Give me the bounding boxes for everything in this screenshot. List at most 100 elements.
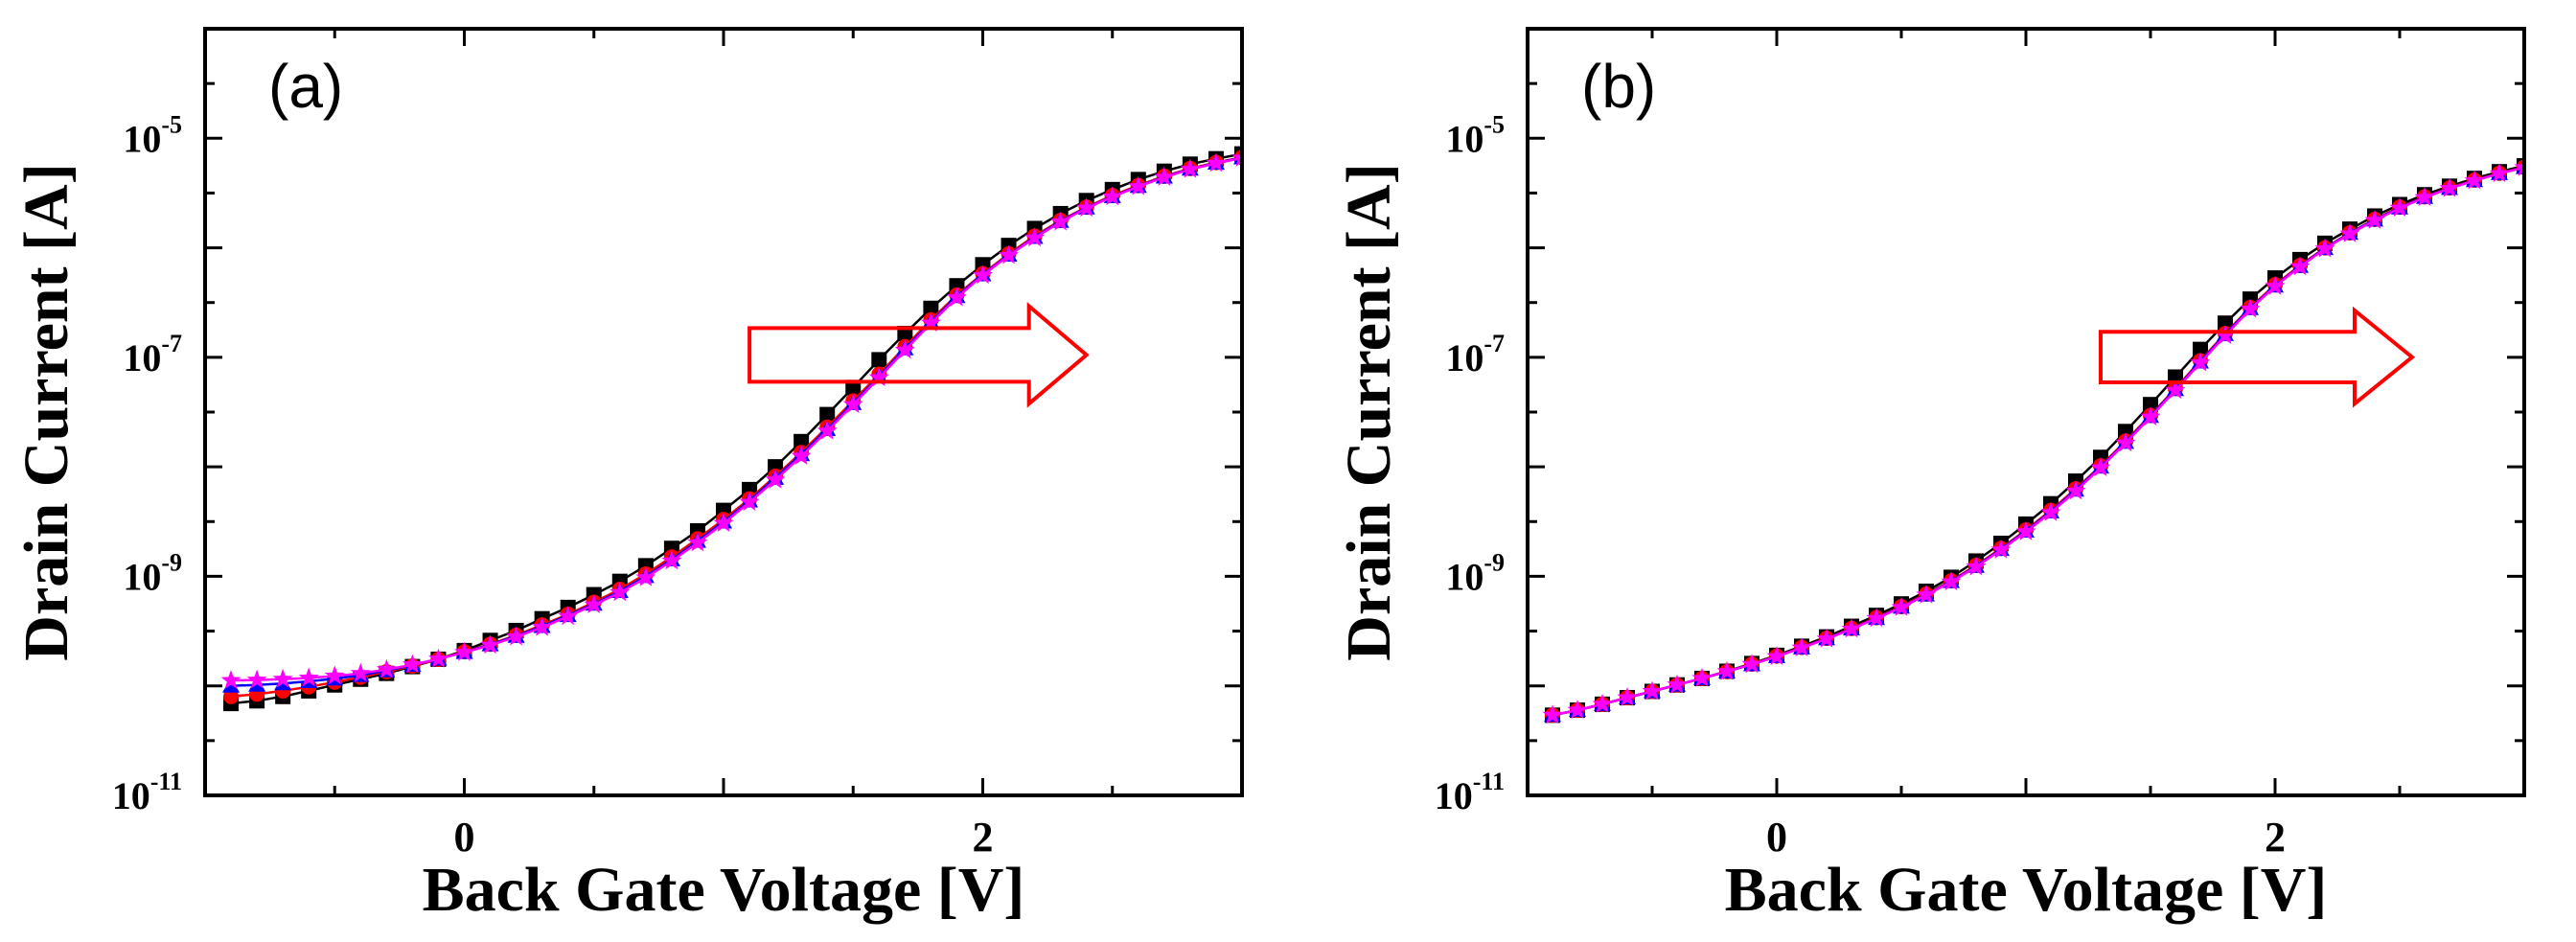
data-point-star [584,594,605,613]
data-point-star [1076,197,1097,218]
data-point-star [506,626,527,646]
y-tick-label: 10-9 [1445,548,1505,598]
shift-arrow-annotation [2099,306,2416,408]
series-line-0 [230,152,1242,705]
data-point-star [1866,608,1887,628]
data-point-star [220,670,242,689]
y-tick-label-base: 10 [1445,336,1484,379]
x-tick-label: 0 [1766,814,1787,861]
data-point-star [324,665,345,685]
data-point-star [272,668,293,688]
x-tick-label: 2 [973,814,994,861]
y-tick-label: 10-7 [123,330,182,379]
data-point-star [947,287,967,307]
data-point-star [2265,275,2286,295]
data-point-star [2090,457,2111,476]
data-point-star [1841,618,1862,638]
data-point-star [1154,167,1175,186]
data-point-star [999,244,1019,264]
panel-a-plot-frame [203,27,1244,797]
data-point-star [1891,596,1912,616]
panel-a-y-axis-title: Drain Current [A] [12,163,81,660]
data-point-square [819,406,836,423]
data-point-star [635,566,656,586]
data-point-star [2115,432,2136,452]
data-point-star [2190,352,2211,372]
y-tick-label-base: 10 [112,774,150,817]
data-point-star [1716,660,1737,680]
data-point-star [2140,406,2161,426]
panel-b-data-layer [1542,156,2524,724]
data-point-star [1567,700,1588,719]
data-point-star [816,420,838,440]
data-point-star [1691,667,1713,687]
y-tick-label: 10-11 [1435,768,1505,817]
data-point-star [246,669,267,689]
data-point-star [428,648,448,668]
data-point-star [894,339,915,359]
data-point-star [842,394,863,414]
y-tick-label-base: 10 [123,117,161,160]
data-point-star [765,469,786,489]
data-point-star [1791,637,1812,656]
data-point-star [1966,556,1987,576]
data-point-square [871,352,887,368]
panel-a-data-layer [220,146,1242,712]
y-tick-label-base: 10 [123,555,161,598]
y-tick-label-exponent: -7 [161,330,182,357]
x-tick-label: 0 [454,814,475,861]
data-point-star [713,513,734,532]
y-tick-label-base: 10 [1445,117,1484,160]
data-point-star [1050,211,1071,231]
data-point-star [1180,158,1201,178]
data-point-star [1206,152,1227,172]
data-point-star [2240,298,2261,318]
data-point-star [2015,521,2036,540]
panel-b-plot-frame [1526,27,2526,797]
data-point-star [687,532,708,552]
data-point-star [2489,163,2510,183]
data-point-star [1024,227,1046,247]
data-point-star [2464,170,2485,190]
data-point-star [868,367,889,387]
data-point-star [1592,693,1613,713]
data-point-star [2040,501,2061,521]
y-tick-label-base: 10 [1435,774,1473,817]
data-point-star [1916,584,1937,604]
y-tick-label-exponent: -11 [1473,768,1505,795]
data-point-star [2165,379,2186,400]
data-point-star [376,658,397,678]
panel-a-label: (a) [268,52,343,121]
data-point-star [1816,628,1837,648]
data-point-star [558,606,579,626]
y-tick-label-exponent: -5 [161,110,182,138]
y-tick-label: 10-9 [123,548,182,598]
panel-b-x-axis-title: Back Gate Voltage [V] [1725,855,2328,925]
data-point-star [2065,480,2086,500]
y-tick-label: 10-7 [1445,330,1505,379]
data-point-star [661,550,682,570]
series-line-3 [230,156,1242,682]
data-point-square [2193,341,2208,357]
data-point-star [2514,156,2524,176]
data-point-star [298,667,319,687]
data-point-star [1542,704,1563,724]
data-point-star [973,264,993,285]
data-point-star [2339,223,2360,242]
data-point-star [610,582,631,602]
data-point-star [1941,571,1962,591]
y-tick-label: 10-5 [123,110,182,160]
data-point-star [2439,177,2460,197]
panel-b-label: (b) [1581,52,1656,121]
data-point-star [480,634,500,655]
y-tick-label-base: 10 [123,336,161,379]
data-point-star [402,654,423,674]
data-point-star [1617,687,1638,706]
data-point-square [923,300,939,316]
data-point-star [1741,654,1762,674]
panel-a-x-axis-title: Back Gate Voltage [V] [423,855,1025,925]
data-point-star [2289,256,2311,276]
